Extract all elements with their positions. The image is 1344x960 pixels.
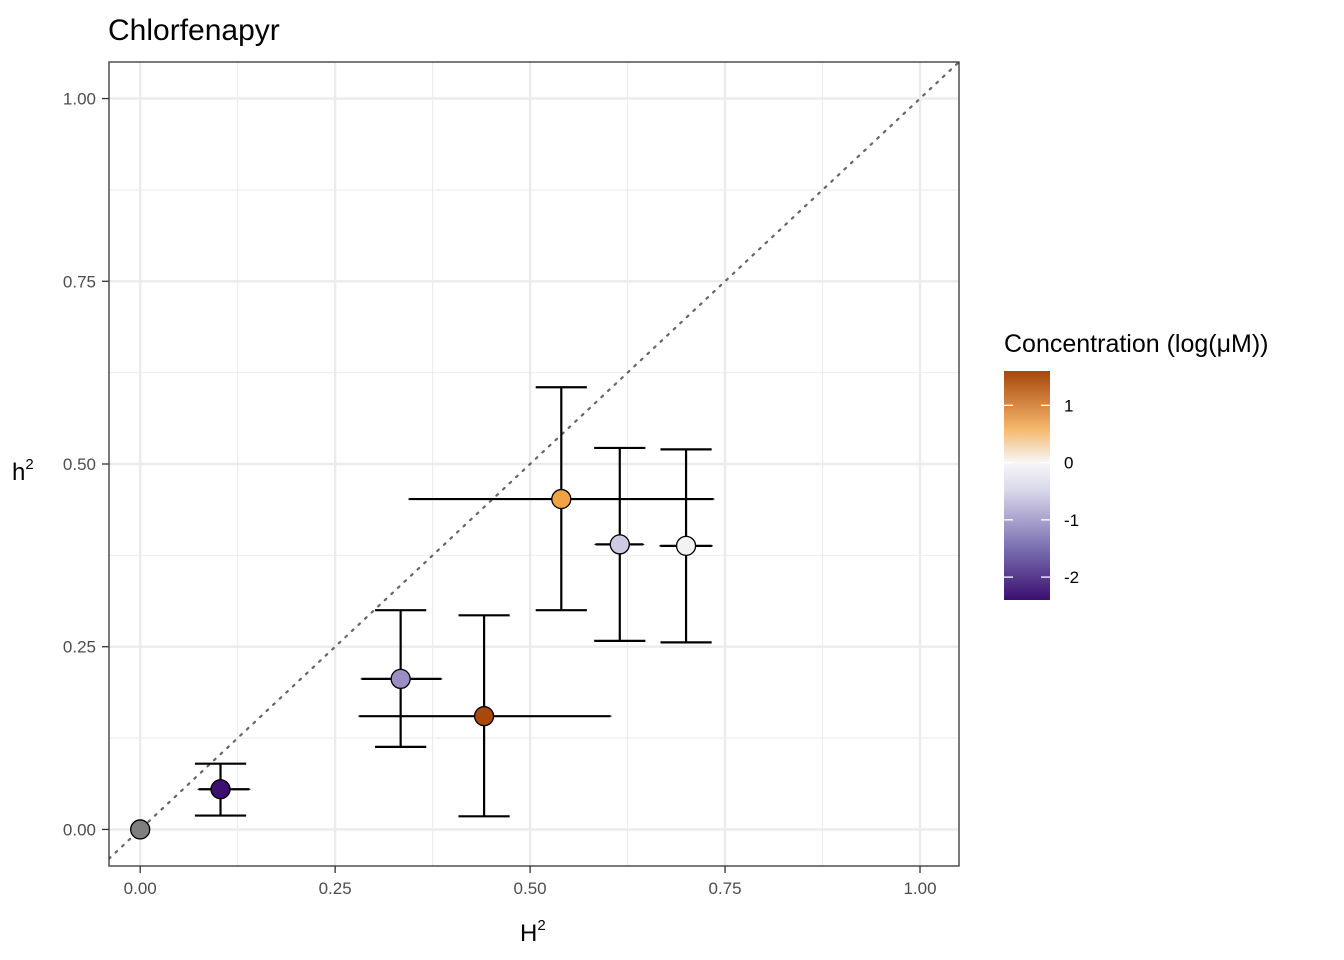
y-axis-ticks: 0.00 0.25 0.50 0.75 1.00	[63, 90, 109, 839]
x-tick-label: 0.50	[514, 879, 547, 898]
data-point	[675, 535, 697, 557]
data-point	[609, 534, 630, 555]
data-point	[551, 488, 572, 510]
legend-tick-label: -2	[1064, 568, 1079, 587]
data-point	[473, 706, 495, 727]
data-points	[130, 488, 697, 840]
legend-tick-label: 0	[1064, 454, 1073, 473]
legend-ticks: 1 0 -1 -2	[1004, 396, 1079, 587]
identity-reference-line	[109, 62, 959, 860]
major-grid	[109, 62, 959, 866]
color-legend: Concentration (log(μM)) 1 0 -1 -2	[1004, 330, 1269, 600]
x-tick-label: 0.00	[124, 879, 157, 898]
legend-title: Concentration (log(μM))	[1004, 330, 1269, 358]
y-tick-label: 0.25	[63, 638, 96, 657]
data-point	[210, 779, 231, 800]
x-tick-label: 0.75	[709, 879, 742, 898]
x-axis-title: H2	[520, 917, 546, 947]
y-axis-title: h2	[12, 456, 34, 486]
y-tick-label: 0.00	[63, 820, 96, 839]
x-axis-ticks: 0.00 0.25 0.50 0.75 1.00	[124, 866, 937, 898]
data-point	[130, 819, 151, 840]
legend-colorbar	[1004, 371, 1050, 600]
y-tick-label: 1.00	[63, 90, 96, 109]
x-tick-label: 0.25	[319, 879, 352, 898]
chart-title: Chlorfenapyr	[108, 14, 280, 47]
legend-tick-label: 1	[1064, 396, 1073, 415]
y-tick-label: 0.75	[63, 272, 96, 291]
legend-tick-label: -1	[1064, 511, 1079, 530]
error-bars	[194, 386, 715, 818]
x-tick-label: 1.00	[903, 879, 936, 898]
y-tick-label: 0.50	[63, 455, 96, 474]
data-point	[390, 668, 411, 690]
